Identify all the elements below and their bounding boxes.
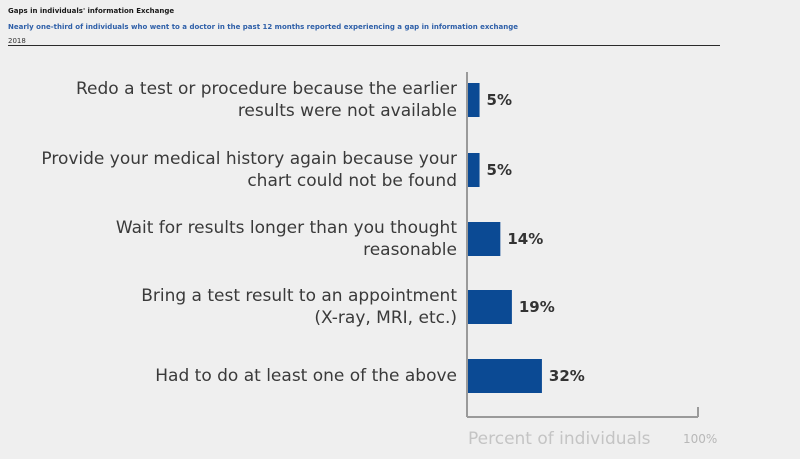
category-label-line: Redo a test or procedure because the ear… bbox=[76, 79, 457, 99]
chart-header: Gaps in individuals' information Exchang… bbox=[8, 6, 720, 46]
x-axis-max-label: 100% bbox=[683, 432, 718, 446]
category-label: Redo a test or procedure because the ear… bbox=[17, 78, 457, 122]
category-label-line: Wait for results longer than you thought… bbox=[115, 218, 457, 260]
category-label-line: (X-ray, MRI, etc.) bbox=[314, 308, 457, 328]
bar bbox=[468, 359, 542, 393]
bar bbox=[468, 83, 480, 117]
x-axis-label: Percent of individuals bbox=[468, 429, 651, 449]
data-label: 19% bbox=[518, 298, 555, 316]
category-label: Wait for results longer than you thought… bbox=[17, 217, 457, 261]
category-label-line: Provide your medical history again becau… bbox=[41, 149, 457, 169]
data-label: 32% bbox=[548, 367, 585, 385]
chart-subtitle: Nearly one-third of individuals who went… bbox=[8, 23, 518, 31]
data-label: 5% bbox=[486, 161, 513, 179]
chart-year: 2018 bbox=[8, 37, 26, 45]
category-label: Had to do at least one of the above bbox=[17, 365, 457, 387]
chart-title: Gaps in individuals' information Exchang… bbox=[8, 7, 175, 15]
category-label-line: chart could not be found bbox=[247, 171, 457, 191]
bar bbox=[468, 153, 480, 187]
category-label-line: Had to do at least one of the above bbox=[155, 366, 457, 386]
category-label: Provide your medical history again becau… bbox=[17, 148, 457, 192]
category-label-line: results were not available bbox=[237, 101, 457, 121]
data-label: 14% bbox=[507, 230, 544, 248]
category-label-line: Bring a test result to an appointment bbox=[141, 286, 457, 306]
bar bbox=[468, 222, 501, 256]
category-label: Bring a test result to an appointment (X-… bbox=[17, 285, 457, 329]
header-divider bbox=[8, 45, 720, 46]
bar bbox=[468, 290, 512, 324]
data-label: 5% bbox=[486, 91, 513, 109]
